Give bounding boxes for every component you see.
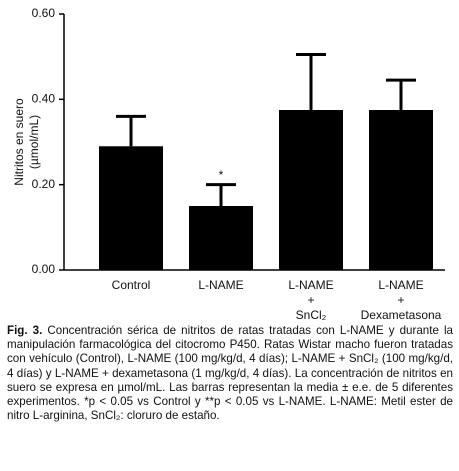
x-tick-label: Control [112,278,151,292]
bar [189,206,253,270]
y-tick-label: 0.00 [32,262,56,276]
error-bar [116,114,146,147]
caption: Fig. 3. Concentración sérica de nitritos… [7,324,453,423]
y-tick-label: 0.20 [32,177,56,191]
bar [369,110,433,270]
caption-text: Concentración sérica de nitritos de rata… [7,324,453,423]
y-axis-label: Nitritos en suero(µmol/mL) [12,98,41,186]
error-bar [386,78,416,110]
y-tick-label: 0.40 [32,92,56,106]
y-tick-label: 0.60 [32,6,56,20]
bar [99,146,163,270]
caption-label: Fig. 3. [7,324,43,337]
error-bar [296,53,326,110]
x-tick-label: L-NAME [198,278,243,292]
error-bar [206,183,236,206]
x-tick-label: L-NAME + Dexametasona [361,278,442,320]
x-tick-label: L-NAME + SnCl₂ [288,278,333,320]
bar [279,110,343,270]
annotation: * [219,168,224,182]
chart: 0.00 0.20 0.40 0.60 Nitritos en suero(µmol/m… [12,6,445,320]
